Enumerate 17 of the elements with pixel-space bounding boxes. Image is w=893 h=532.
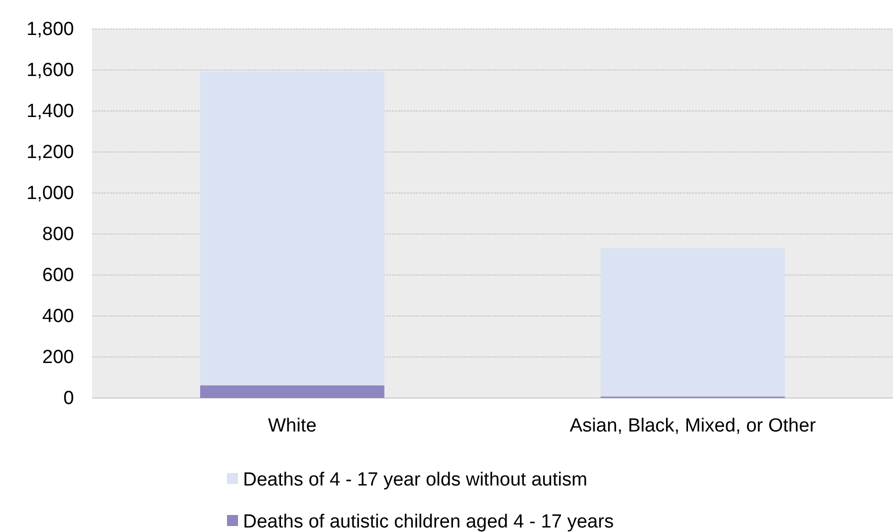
y-tick-label: 400: [42, 306, 74, 328]
y-tick-label: 600: [42, 265, 74, 286]
bar: [600, 248, 785, 397]
legend-label: Deaths of autistic children aged 4 - 17 years: [243, 512, 614, 532]
y-tick-label: 200: [42, 347, 74, 368]
bar: [200, 385, 384, 398]
y-tick-label: 1,000: [26, 183, 74, 204]
y-tick-label: 1,800: [26, 19, 74, 40]
x-tick-label: Asian, Black, Mixed, or Other: [570, 415, 816, 436]
y-tick-label: 1,600: [26, 60, 74, 82]
legend-label: Deaths of 4 - 17 year olds without autism: [243, 470, 588, 491]
bar: [200, 72, 384, 386]
y-tick-label: 0: [63, 388, 74, 410]
y-tick-label: 800: [42, 224, 74, 246]
y-tick-label: 1,400: [26, 101, 74, 122]
y-tick-label: 1,200: [26, 142, 74, 164]
x-tick-label: White: [268, 415, 317, 436]
